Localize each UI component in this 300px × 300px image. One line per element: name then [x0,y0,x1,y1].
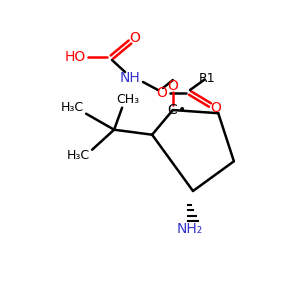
Text: O: O [211,101,221,115]
Text: R1: R1 [199,71,215,85]
Text: C: C [167,103,177,117]
Text: H₃C: H₃C [67,149,90,162]
Text: O: O [157,86,167,100]
Text: NH: NH [120,71,140,85]
Text: HO: HO [64,50,86,64]
Text: NH₂: NH₂ [177,222,203,236]
Text: CH₃: CH₃ [116,93,140,106]
Text: •: • [178,103,186,117]
Text: O: O [130,31,140,45]
Text: O: O [167,79,178,93]
Text: H₃C: H₃C [61,101,84,114]
